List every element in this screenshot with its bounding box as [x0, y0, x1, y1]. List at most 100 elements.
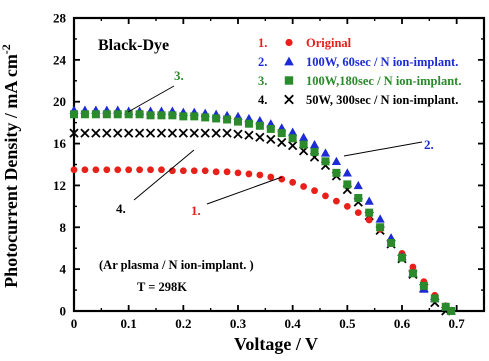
data-point: [124, 128, 134, 138]
condition-annotation: (Ar plasma / N ion-implant. ): [99, 258, 254, 272]
x-tick-label: 0.6: [394, 316, 411, 331]
data-point: [158, 166, 165, 174]
data-point: [320, 148, 331, 157]
data-point: [167, 128, 178, 138]
data-point-stroke: [124, 128, 134, 138]
callout-label-2: 2.: [424, 137, 434, 152]
data-point-stroke: [288, 141, 298, 151]
data-point: [233, 129, 243, 139]
series-2: [69, 105, 456, 315]
data-point: [179, 167, 187, 175]
data-point-stroke: [102, 128, 112, 138]
dye-annotation: Black-Dye: [98, 37, 169, 54]
data-point-stroke: [266, 134, 276, 145]
y-tick-label: 12: [53, 178, 66, 193]
data-point: [354, 193, 363, 202]
data-point: [447, 307, 456, 315]
data-point-stroke: [134, 128, 145, 138]
data-point-stroke: [178, 128, 188, 138]
data-point: [70, 110, 78, 119]
data-point: [69, 128, 79, 138]
x-tick-label: 0.2: [175, 316, 191, 331]
x-tick-label: 0.1: [121, 316, 137, 331]
callout-leader-2: [343, 141, 423, 157]
y-axis-title: Photocurrent Density / mA cm-2: [0, 44, 21, 288]
series-3: [70, 110, 456, 315]
data-point: [267, 173, 275, 181]
data-point: [168, 111, 177, 120]
data-point: [179, 112, 188, 121]
data-point: [408, 269, 417, 278]
data-point: [135, 110, 144, 119]
data-point: [343, 180, 352, 189]
y-tick-label: 0: [60, 304, 67, 319]
data-point: [300, 183, 307, 190]
data-point-stroke: [156, 128, 167, 138]
y-tick-label: 16: [53, 136, 67, 151]
data-point: [102, 110, 111, 119]
data-point: [147, 166, 154, 174]
callout-leader-3: [127, 85, 175, 113]
data-point: [409, 263, 417, 271]
callout-leader-4: [133, 149, 195, 201]
data-point: [201, 113, 210, 122]
x-tick-label: 0: [71, 316, 78, 331]
data-point: [91, 110, 100, 119]
data-point: [255, 132, 265, 142]
data-point: [212, 114, 221, 123]
callout-label-4: 4.: [116, 201, 126, 216]
data-point: [222, 128, 232, 138]
data-point-stroke: [277, 137, 287, 148]
callout-label-1: 1.: [191, 203, 201, 218]
x-tick-label: 0.3: [230, 316, 247, 331]
data-point: [277, 129, 286, 138]
data-point: [256, 171, 264, 179]
annotations: Black-Dye (Ar plasma / N ion-implant. ) …: [98, 37, 254, 294]
data-point: [124, 110, 133, 119]
legend-marker-stroke: [284, 94, 294, 105]
data-point: [342, 168, 352, 177]
legend-item-2: 2. 100W, 60sec / N ion-implant.: [258, 55, 458, 69]
x-tick-label: 0.4: [285, 316, 302, 331]
data-point: [332, 168, 341, 177]
data-point: [212, 168, 220, 176]
data-point: [80, 110, 89, 119]
data-point: [299, 132, 309, 141]
y-axis-title-superscript: -2: [0, 44, 13, 54]
data-point: [178, 128, 188, 138]
series-1: [70, 166, 455, 315]
data-point-stroke: [80, 128, 90, 138]
data-point: [103, 166, 111, 174]
data-point: [321, 157, 330, 166]
legend-number: 2.: [258, 55, 267, 69]
legend-label: Original: [306, 36, 352, 50]
y-tick-label: 28: [53, 11, 67, 26]
legend-label: 50W, 300sec / N ion-implant.: [306, 93, 458, 107]
legend-marker: [284, 94, 294, 105]
x-tick-label: 0.7: [449, 316, 466, 331]
data-point: [288, 141, 298, 151]
data-point: [331, 156, 341, 166]
plot-area: 0 0.1 0.2 0.3 0.4 0.5 0.6 0.7 0 4 8 12 16 20 24 28: [53, 11, 486, 331]
data-point: [156, 128, 167, 138]
data-point: [145, 128, 156, 138]
y-tick-label: 24: [53, 52, 67, 67]
data-point: [376, 223, 385, 232]
data-point: [375, 214, 385, 223]
legend-label: 100W,180sec / N ion-implant.: [306, 74, 461, 88]
legend: 1. Original 2. 100W, 60sec / N ion-implant.…: [258, 36, 461, 107]
axis-titles: Voltage / V Photocurrent Density / mA cm…: [0, 44, 318, 354]
series-4: [69, 128, 451, 316]
data-point-stroke: [211, 128, 221, 138]
data-point-stroke: [222, 128, 232, 138]
data-point: [211, 128, 221, 138]
data-point-stroke: [113, 128, 123, 138]
data-point-stroke: [255, 132, 265, 142]
callout-layer: 3. 2. 1. 4.: [116, 68, 434, 218]
legend-label: 100W, 60sec / N ion-implant.: [306, 55, 458, 69]
data-point: [92, 166, 100, 174]
legend-marker: [285, 38, 293, 47]
data-point: [70, 166, 78, 174]
data-point: [398, 253, 406, 262]
legend-number: 4.: [258, 93, 267, 107]
